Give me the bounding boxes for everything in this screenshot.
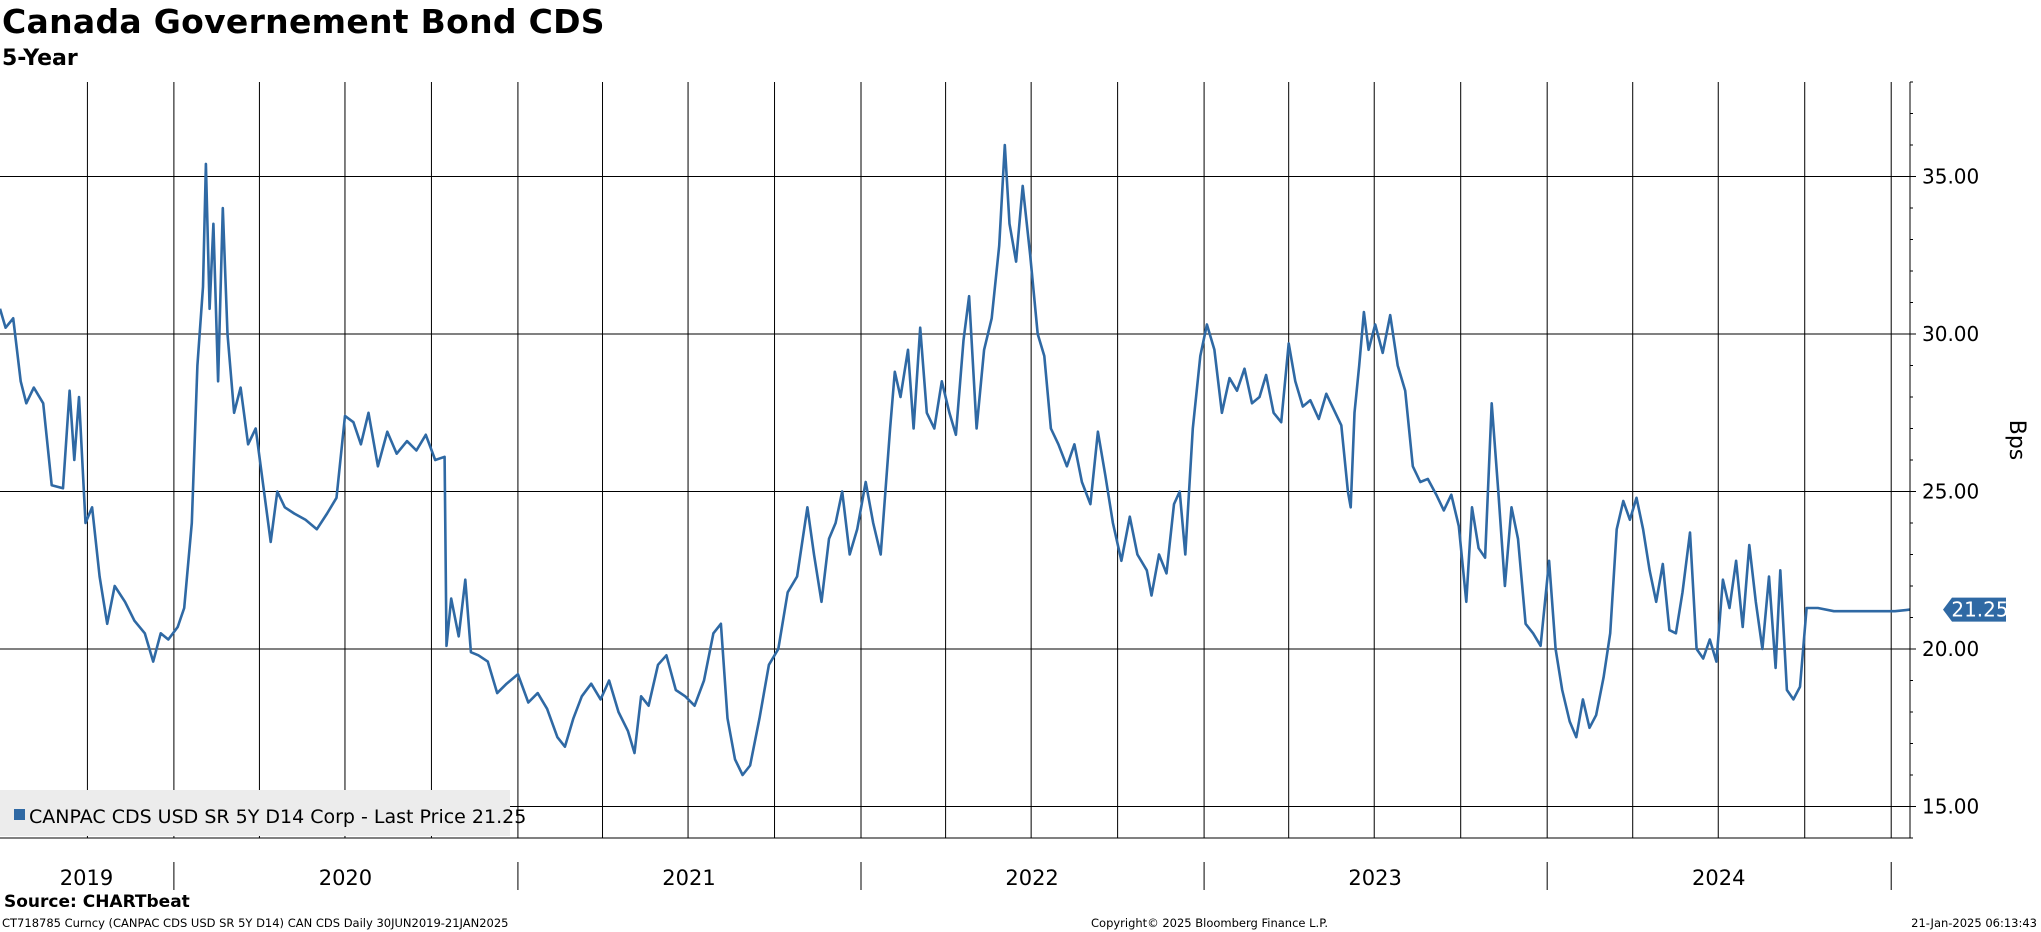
horizontal-gridlines [0,176,1910,807]
y-tick-label: 25.00 [1922,480,1979,504]
footer-copyright: Copyright© 2025 Bloomberg Finance L.P. [1091,916,1328,930]
y-tick-label: 35.00 [1922,165,1979,189]
legend-swatch [14,809,25,820]
y-tick-label: 20.00 [1922,637,1979,661]
chart-subtitle: 5-Year [2,46,78,71]
x-tick-label: 2019 [60,866,113,890]
y-tick-label: 15.00 [1922,795,1979,819]
last-value-label: 21.25 [1951,598,2008,622]
vertical-gridlines [86,82,1892,838]
y-axis: 15.00 20.00 25.00 30.00 35.00 Bps [1909,81,2029,839]
last-value-marker: 21.25 [1943,597,2009,622]
y-axis-label: Bps [2004,420,2029,461]
x-tick-label: 2024 [1692,866,1745,890]
last-value-tag [1943,597,2006,622]
y-tick-label: 30.00 [1922,322,1979,346]
x-tick-label: 2022 [1005,866,1058,890]
x-tick-label: 2020 [319,866,372,890]
source-label: Source: CHARTbeat [4,892,190,912]
x-tick-label: 2021 [662,866,715,890]
cds-line-chart: CANPAC CDS USD SR 5Y D14 Corp - Last Pri… [0,81,2029,890]
x-axis: 2019 2020 2021 2022 2023 2024 [0,837,1910,890]
legend-label: CANPAC CDS USD SR 5Y D14 Corp - Last Pri… [29,806,526,828]
series-group [0,143,1911,777]
footer-timestamp: 21-Jan-2025 06:13:43 [1911,916,2037,930]
x-tick-label: 2023 [1348,866,1401,890]
legend-background [0,790,510,836]
footer-ticker-info: CT718785 Curncy (CANPAC CDS USD SR 5Y D1… [2,916,509,930]
series-line [0,143,1911,777]
chart-title: Canada Governement Bond CDS [2,2,605,41]
legend: CANPAC CDS USD SR 5Y D14 Corp - Last Pri… [0,790,526,836]
